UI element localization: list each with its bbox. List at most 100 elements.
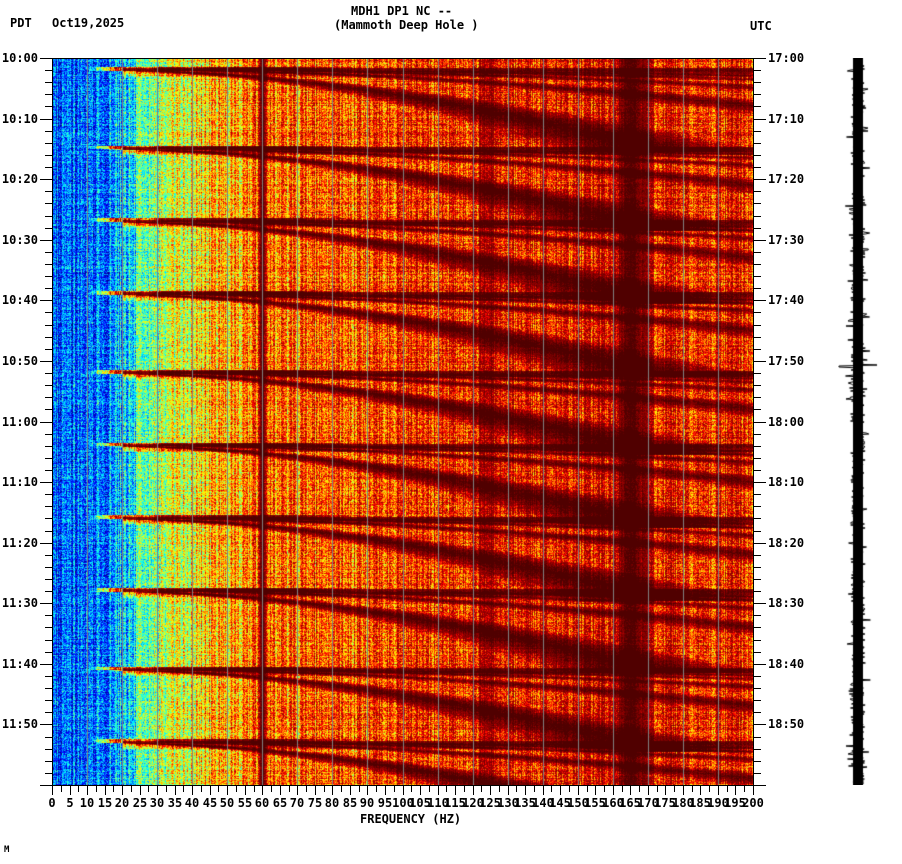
corner-mark: M	[4, 845, 10, 855]
x-axis-label: 175	[654, 796, 676, 810]
y-tick-right-minor	[754, 276, 761, 277]
x-tick-major	[297, 786, 298, 795]
x-axis-label: 20	[114, 796, 130, 810]
y-tick-left-major	[40, 603, 52, 604]
y-tick-left-minor	[45, 688, 52, 689]
y-axis-left-label: 10:00	[1, 51, 38, 65]
x-tick-major	[350, 786, 351, 795]
y-tick-right-minor	[754, 470, 761, 471]
y-tick-right-minor	[754, 264, 761, 265]
x-tick-minor	[183, 786, 184, 792]
x-axis-label: 110	[427, 796, 449, 810]
y-tick-right-minor	[754, 288, 761, 289]
y-tick-left-minor	[45, 70, 52, 71]
y-tick-left-minor	[45, 385, 52, 386]
x-tick-major	[105, 786, 106, 795]
y-tick-right-minor	[754, 458, 761, 459]
x-tick-major	[490, 786, 491, 795]
x-tick-major	[52, 786, 53, 795]
y-tick-left-minor	[45, 446, 52, 447]
y-tick-left-minor	[45, 264, 52, 265]
x-tick-minor	[709, 786, 710, 792]
y-tick-right-major	[754, 664, 766, 665]
x-axis-label: 155	[584, 796, 606, 810]
x-tick-major	[560, 786, 561, 795]
y-tick-left-minor	[45, 143, 52, 144]
x-axis-label: 135	[514, 796, 536, 810]
y-tick-left-minor	[45, 676, 52, 677]
x-axis-label: 15	[97, 796, 113, 810]
x-axis-label: 145	[549, 796, 571, 810]
x-tick-major	[595, 786, 596, 795]
y-tick-right-minor	[754, 761, 761, 762]
x-tick-minor	[61, 786, 62, 792]
y-axis-right-label: 18:50	[768, 717, 805, 731]
date-label: Oct19,2025	[52, 16, 125, 30]
y-tick-right-minor	[754, 700, 761, 701]
y-tick-right-major	[754, 724, 766, 725]
y-tick-left-major	[40, 240, 52, 241]
x-tick-major	[700, 786, 701, 795]
x-axis-label: 95	[377, 796, 393, 810]
y-tick-right-minor	[754, 446, 761, 447]
x-axis-label: 100	[392, 796, 414, 810]
x-tick-major	[262, 786, 263, 795]
y-axis-right-line	[753, 58, 754, 785]
y-tick-left-minor	[45, 276, 52, 277]
x-axis-label: 70	[289, 796, 305, 810]
y-tick-left-minor	[45, 106, 52, 107]
y-tick-left-minor	[45, 216, 52, 217]
x-axis-label: 160	[602, 796, 624, 810]
page-subtitle: (Mammoth Deep Hole )	[334, 18, 479, 32]
x-axis-label: 45	[202, 796, 218, 810]
y-tick-left-minor	[45, 325, 52, 326]
y-tick-right-minor	[754, 203, 761, 204]
x-tick-major	[578, 786, 579, 795]
x-tick-major	[70, 786, 71, 795]
y-tick-left-major	[40, 482, 52, 483]
page-title: MDH1 DP1 NC --	[351, 4, 453, 18]
y-tick-right-major	[754, 361, 766, 362]
y-tick-right-minor	[754, 155, 761, 156]
y-tick-right-minor	[754, 737, 761, 738]
x-axis-label: 25	[132, 796, 148, 810]
x-tick-minor	[481, 786, 482, 792]
x-tick-minor	[587, 786, 588, 792]
spectrogram-canvas	[52, 58, 753, 785]
y-tick-left-minor	[45, 761, 52, 762]
y-tick-left-minor	[45, 640, 52, 641]
x-tick-minor	[78, 786, 79, 792]
x-tick-major	[227, 786, 228, 795]
x-tick-minor	[622, 786, 623, 792]
x-tick-minor	[744, 786, 745, 792]
x-tick-minor	[218, 786, 219, 792]
y-axis-right-label: 17:50	[768, 354, 805, 368]
y-axis-right-label: 17:40	[768, 293, 805, 307]
y-axis-left-label: 11:50	[1, 717, 38, 731]
y-axis-right-label: 17:00	[768, 51, 805, 65]
y-axis-right-label: 17:10	[768, 112, 805, 126]
x-axis-label: 150	[567, 796, 589, 810]
y-tick-left-minor	[45, 700, 52, 701]
y-tick-left-major	[40, 785, 52, 786]
y-tick-right-minor	[754, 82, 761, 83]
y-tick-left-minor	[45, 434, 52, 435]
x-tick-minor	[639, 786, 640, 792]
y-tick-right-minor	[754, 579, 761, 580]
y-tick-left-minor	[45, 555, 52, 556]
x-tick-minor	[692, 786, 693, 792]
y-tick-right-minor	[754, 506, 761, 507]
x-tick-major	[525, 786, 526, 795]
x-tick-major	[630, 786, 631, 795]
x-axis-label: 85	[342, 796, 358, 810]
x-tick-major	[210, 786, 211, 795]
y-tick-right-minor	[754, 216, 761, 217]
y-tick-left-major	[40, 361, 52, 362]
y-axis-left-label: 10:50	[1, 354, 38, 368]
x-axis-label: 120	[462, 796, 484, 810]
y-tick-right-minor	[754, 228, 761, 229]
x-tick-major	[455, 786, 456, 795]
x-tick-major	[753, 786, 754, 795]
x-tick-minor	[657, 786, 658, 792]
y-tick-left-minor	[45, 288, 52, 289]
